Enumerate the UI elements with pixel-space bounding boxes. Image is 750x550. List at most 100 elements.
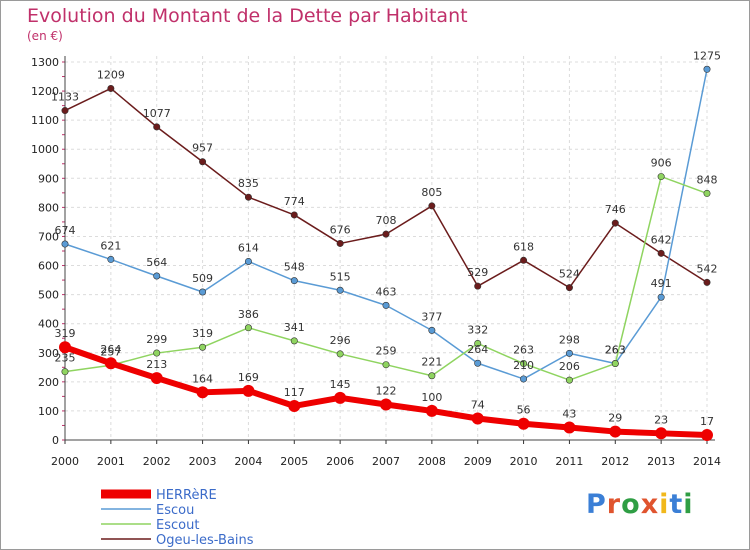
data-label: 509: [192, 272, 213, 285]
data-label: 621: [100, 239, 121, 252]
data-point: [565, 349, 573, 357]
data-point: [199, 288, 207, 296]
legend-label: Ogeu-les-Bains: [156, 533, 254, 548]
y-tick-label: 500: [38, 289, 59, 302]
data-point: [611, 360, 619, 368]
data-label: 491: [651, 277, 672, 290]
chart-unit-label: (en €): [27, 29, 63, 43]
data-point: [199, 158, 207, 166]
data-label: 618: [513, 240, 534, 253]
data-label: 117: [284, 386, 305, 399]
data-label: 906: [651, 157, 672, 170]
data-label: 642: [651, 233, 672, 246]
x-tick-label: 2009: [464, 455, 492, 468]
logo-letter: r: [606, 489, 622, 520]
data-label: 299: [146, 333, 167, 346]
x-tick-label: 2004: [234, 455, 262, 468]
data-label: 235: [55, 352, 76, 365]
data-point: [520, 360, 528, 368]
y-tick-label: 0: [52, 434, 59, 447]
data-point: [244, 193, 252, 201]
y-tick-label: 600: [38, 260, 59, 273]
data-label: 264: [100, 343, 121, 356]
data-label: 529: [467, 266, 488, 279]
data-label: 548: [284, 261, 305, 274]
data-label: 835: [238, 177, 259, 190]
data-point: [655, 427, 668, 440]
data-label: 341: [284, 321, 305, 334]
data-label: 386: [238, 308, 259, 321]
data-label: 614: [238, 241, 259, 254]
data-point: [61, 107, 69, 115]
data-label: 463: [376, 285, 397, 298]
logo-letter: o: [621, 489, 641, 520]
data-point: [520, 375, 528, 383]
data-point: [609, 425, 622, 438]
logo-letter: t: [669, 489, 684, 520]
data-point: [382, 301, 390, 309]
x-tick-label: 2007: [372, 455, 400, 468]
data-point: [382, 230, 390, 238]
data-label: 524: [559, 268, 580, 281]
data-label: 542: [697, 262, 718, 275]
data-label: 145: [330, 378, 351, 391]
data-point: [334, 391, 347, 404]
data-point: [565, 284, 573, 292]
data-label: 515: [330, 270, 351, 283]
logo-letter: x: [640, 489, 660, 520]
data-point: [474, 359, 482, 367]
x-tick-label: 2002: [143, 455, 171, 468]
data-point: [517, 417, 530, 430]
data-label: 213: [146, 358, 167, 371]
data-label: 17: [700, 415, 714, 428]
y-tick-label: 400: [38, 318, 59, 331]
data-label: 169: [238, 371, 259, 384]
data-point: [244, 324, 252, 332]
x-tick-label: 2012: [601, 455, 629, 468]
data-label: 29: [608, 412, 622, 425]
data-label: 164: [192, 372, 213, 385]
legend-label: Escout: [156, 518, 199, 533]
data-point: [153, 123, 161, 131]
data-point: [474, 282, 482, 290]
data-point: [428, 326, 436, 334]
data-point: [425, 404, 438, 417]
x-tick-label: 2006: [326, 455, 354, 468]
data-point: [290, 337, 298, 345]
data-label: 676: [330, 223, 351, 236]
data-label: 377: [421, 310, 442, 323]
logo-letter: i: [659, 489, 670, 520]
data-label: 332: [467, 323, 488, 336]
data-point: [290, 211, 298, 219]
y-tick-label: 1000: [31, 143, 59, 156]
data-label: 319: [192, 327, 213, 340]
data-label: 1077: [143, 107, 171, 120]
y-tick-label: 800: [38, 201, 59, 214]
data-label: 263: [605, 344, 626, 357]
data-point: [563, 421, 576, 434]
data-label: 23: [654, 413, 668, 426]
logo-letter: P: [586, 489, 607, 520]
y-tick-label: 1300: [31, 56, 59, 69]
data-label: 1209: [97, 68, 125, 81]
data-label: 257: [100, 345, 121, 358]
data-point: [150, 372, 163, 385]
data-label: 264: [467, 343, 488, 356]
x-tick-label: 2001: [97, 455, 125, 468]
data-point: [701, 429, 713, 442]
data-point: [61, 368, 69, 376]
data-point: [382, 361, 390, 369]
data-point: [657, 173, 665, 181]
y-tick-label: 1200: [31, 85, 59, 98]
x-tick-label: 2008: [418, 455, 446, 468]
logo-letter: i: [683, 489, 694, 520]
x-tick-label: 2013: [647, 455, 675, 468]
legend-label: Escou: [156, 503, 194, 518]
data-point: [153, 349, 161, 357]
y-tick-label: 900: [38, 172, 59, 185]
x-tick-label: 2000: [51, 455, 79, 468]
data-label: 1275: [693, 49, 721, 62]
data-point: [107, 84, 115, 92]
